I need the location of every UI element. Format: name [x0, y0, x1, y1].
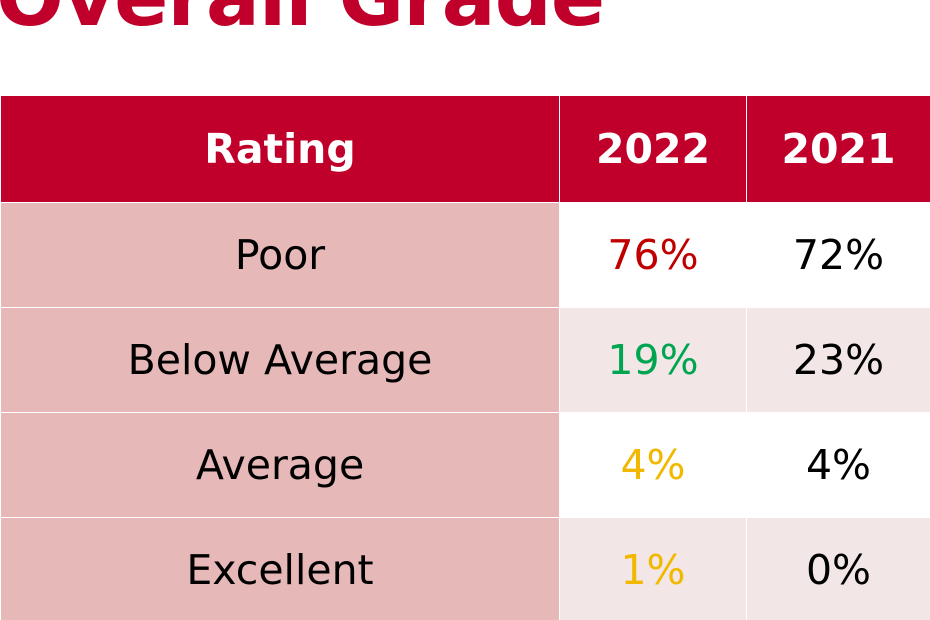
table-row: Average 4% 4% [0, 412, 930, 518]
value-2021-cell: 72% [746, 202, 930, 308]
rating-cell: Below Average [0, 307, 560, 413]
value-2022-cell: 1% [559, 517, 747, 620]
header-2022: 2022 [559, 95, 747, 203]
header-2021: 2021 [746, 95, 930, 203]
rating-cell: Poor [0, 202, 560, 308]
value-2021-cell: 23% [746, 307, 930, 413]
header-rating: Rating [0, 95, 560, 203]
rating-cell: Average [0, 412, 560, 518]
table-row: Below Average 19% 23% [0, 307, 930, 413]
value-2021-cell: 0% [746, 517, 930, 620]
rating-cell: Excellent [0, 517, 560, 620]
page-title: Overall Grade [0, 0, 605, 48]
table-row: Poor 76% 72% [0, 202, 930, 308]
header-row: Rating 2022 2021 [0, 95, 930, 203]
table-row: Excellent 1% 0% [0, 517, 930, 620]
value-2022-cell: 19% [559, 307, 747, 413]
grade-table: Rating 2022 2021 Poor 76% 72% Below Aver… [0, 95, 930, 620]
value-2022-cell: 4% [559, 412, 747, 518]
value-2022-cell: 76% [559, 202, 747, 308]
value-2021-cell: 4% [746, 412, 930, 518]
